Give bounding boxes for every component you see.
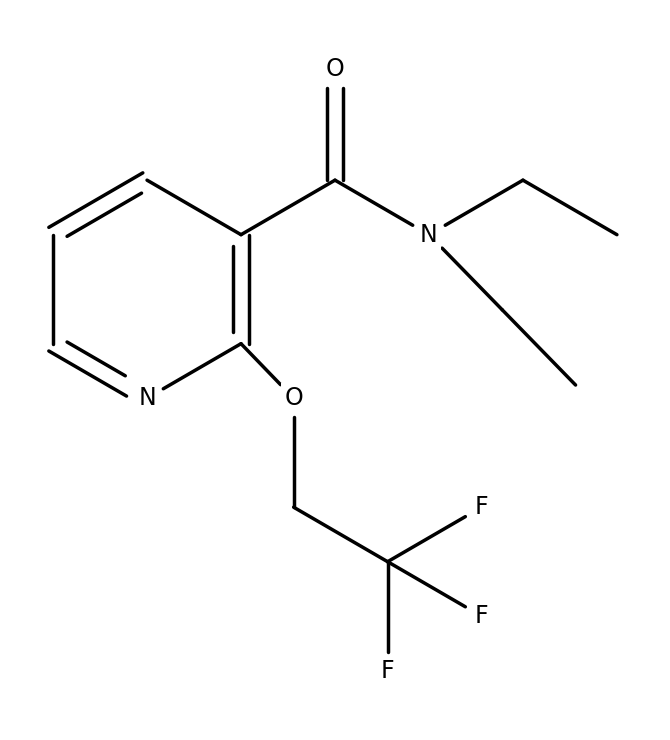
Text: F: F [381,659,395,683]
Text: F: F [475,495,488,519]
Text: O: O [326,57,344,81]
Text: O: O [284,386,303,410]
Text: N: N [420,223,438,246]
Text: F: F [475,605,488,628]
Text: N: N [138,386,156,410]
